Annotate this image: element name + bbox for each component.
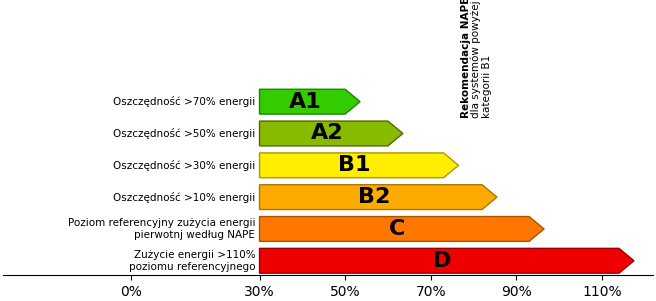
- Text: Poziom referencyjny zużycia energii
pierwotnj według NAPE: Poziom referencyjny zużycia energii pier…: [68, 218, 255, 240]
- Text: A1: A1: [289, 92, 321, 112]
- Polygon shape: [260, 153, 459, 178]
- Polygon shape: [260, 248, 634, 273]
- Text: D: D: [433, 251, 451, 271]
- Text: Oszczędność >50% energii: Oszczędność >50% energii: [113, 128, 255, 139]
- Text: Zużycie energii >110%
poziomu referencyjnego: Zużycie energii >110% poziomu referencyj…: [129, 250, 255, 272]
- Polygon shape: [260, 121, 403, 146]
- Polygon shape: [260, 89, 360, 114]
- Text: Oszczędność >30% energii: Oszczędność >30% energii: [113, 160, 255, 171]
- Text: B2: B2: [358, 187, 390, 207]
- Text: C: C: [389, 219, 405, 239]
- Text: Oszczędność >70% energii: Oszczędność >70% energii: [113, 96, 255, 107]
- Polygon shape: [260, 216, 544, 241]
- Text: Oszczędność >10% energii: Oszczędność >10% energii: [113, 192, 255, 203]
- Text: B1: B1: [338, 155, 371, 175]
- Polygon shape: [260, 185, 497, 209]
- Text: dla systemów powyżej
kategorii B1: dla systemów powyżej kategorii B1: [470, 0, 492, 118]
- Text: A2: A2: [310, 123, 343, 144]
- Text: Rekomendacja NAPE: Rekomendacja NAPE: [461, 0, 470, 118]
